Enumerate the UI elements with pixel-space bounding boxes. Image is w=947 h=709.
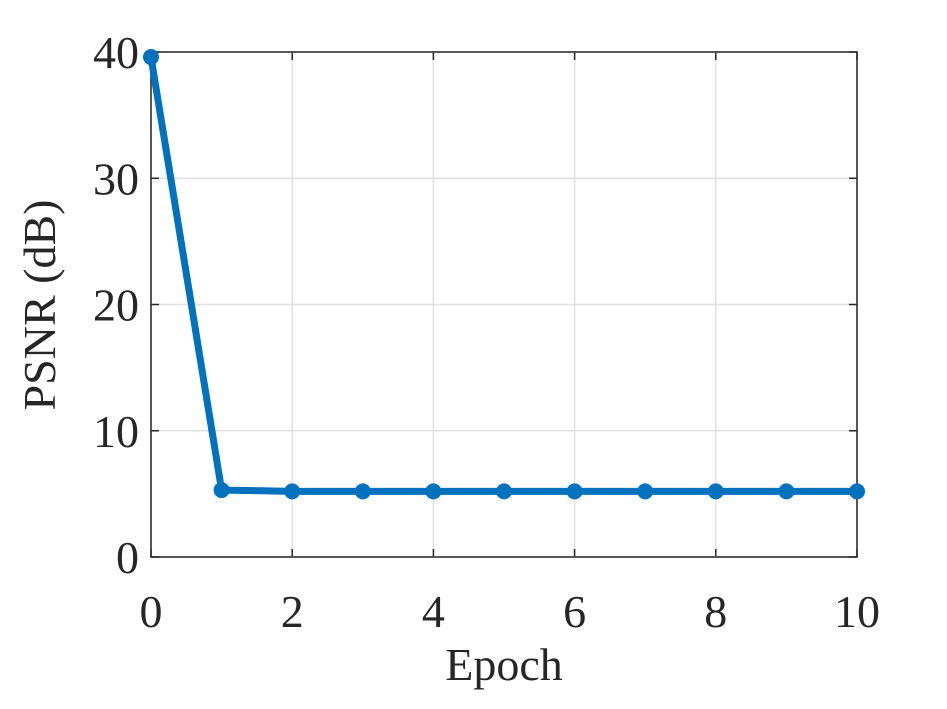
data-point xyxy=(707,483,724,500)
data-point xyxy=(566,483,583,500)
x-axis-label: Epoch xyxy=(445,639,563,690)
y-tick-label: 20 xyxy=(93,280,139,331)
x-tick-label: 4 xyxy=(422,586,445,637)
data-point xyxy=(637,483,654,500)
data-point xyxy=(213,482,230,499)
data-point xyxy=(354,483,371,500)
x-tick-label: 6 xyxy=(563,586,586,637)
data-point xyxy=(143,49,159,66)
y-tick-label: 10 xyxy=(93,406,139,457)
data-point xyxy=(284,483,301,500)
data-point xyxy=(425,483,442,500)
plot-frame xyxy=(150,51,858,558)
x-tick-label: 0 xyxy=(140,586,163,637)
y-tick-label: 40 xyxy=(93,27,139,78)
x-tick-label: 2 xyxy=(281,586,304,637)
data-point xyxy=(496,483,512,500)
x-tick-label: 10 xyxy=(834,586,880,637)
y-tick-label: 30 xyxy=(93,153,139,204)
y-axis-label: PSNR (dB) xyxy=(14,200,65,411)
data-point xyxy=(849,483,865,500)
data-line xyxy=(147,56,857,495)
y-tick-label: 0 xyxy=(116,532,139,583)
x-tick-label: 8 xyxy=(704,586,727,637)
data-point xyxy=(778,483,795,500)
